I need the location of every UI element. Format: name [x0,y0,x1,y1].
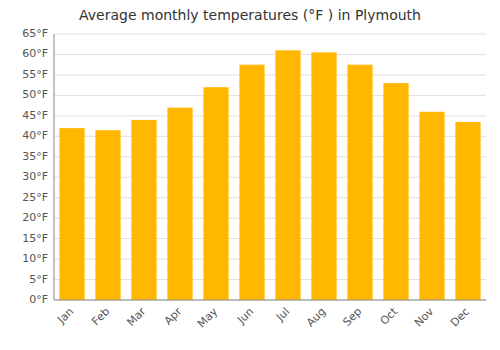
bar [203,87,228,300]
bar [383,83,408,300]
bar [239,65,264,300]
x-tick-label: Jun [234,305,256,327]
grid-line [54,34,486,35]
title: Average monthly temperatures (°F ) in Pl… [79,7,421,23]
y-tick-label: 20°F [22,211,48,224]
x-tick-label: Nov [412,305,437,330]
x-tick-label: Sep [340,305,364,329]
x-tick-label: Dec [448,305,472,329]
bar [59,128,84,300]
x-tick-label: Jan [54,305,76,327]
axes [54,34,486,300]
x-tick-label: May [195,305,221,331]
x-tick-label: Aug [304,305,328,329]
grid [54,34,486,300]
grid-line [54,74,486,75]
y-tick-label: 35°F [22,150,48,163]
bar [455,122,480,300]
bar [275,50,300,300]
y-axis-line [54,34,55,300]
bars [59,50,480,300]
x-tick-label: Apr [162,305,185,328]
y-axis: 0°F 5°F 10°F 15°F 20°F 25°F 30°F 35°F 40°F 45°F 50… [22,27,48,306]
bar [419,112,444,300]
x-tick-label: Oct [378,305,401,328]
x-tick-label: Feb [89,305,112,328]
x-axis: Jan Feb Mar Apr May Jun Jul Aug Sep Oct Nov Dec [54,305,472,331]
x-tick-label: Jul [273,305,292,324]
y-tick-label: 25°F [22,191,48,204]
bar [95,130,120,300]
y-tick-label: 5°F [29,273,48,286]
grid-line [54,95,486,96]
y-tick-label: 15°F [22,232,48,245]
bar [167,108,192,300]
grid-line [54,300,486,301]
y-tick-label: 10°F [22,252,48,265]
x-axis-line [54,300,486,301]
y-tick-label: 50°F [22,88,48,101]
bar [347,65,372,300]
chart: 0°F 5°F 10°F 15°F 20°F 25°F 30°F 35°F 40°F 45°F 50… [0,0,500,350]
y-tick-label: 40°F [22,129,48,142]
y-tick-label: 45°F [22,109,48,122]
y-tick-label: 65°F [22,27,48,40]
bar [131,120,156,300]
y-tick-label: 55°F [22,68,48,81]
grid-line [54,54,486,55]
bar [311,52,336,300]
y-tick-label: 60°F [22,47,48,60]
y-tick-label: 0°F [29,293,48,306]
y-tick-label: 30°F [22,170,48,183]
x-tick-label: Mar [124,305,148,329]
